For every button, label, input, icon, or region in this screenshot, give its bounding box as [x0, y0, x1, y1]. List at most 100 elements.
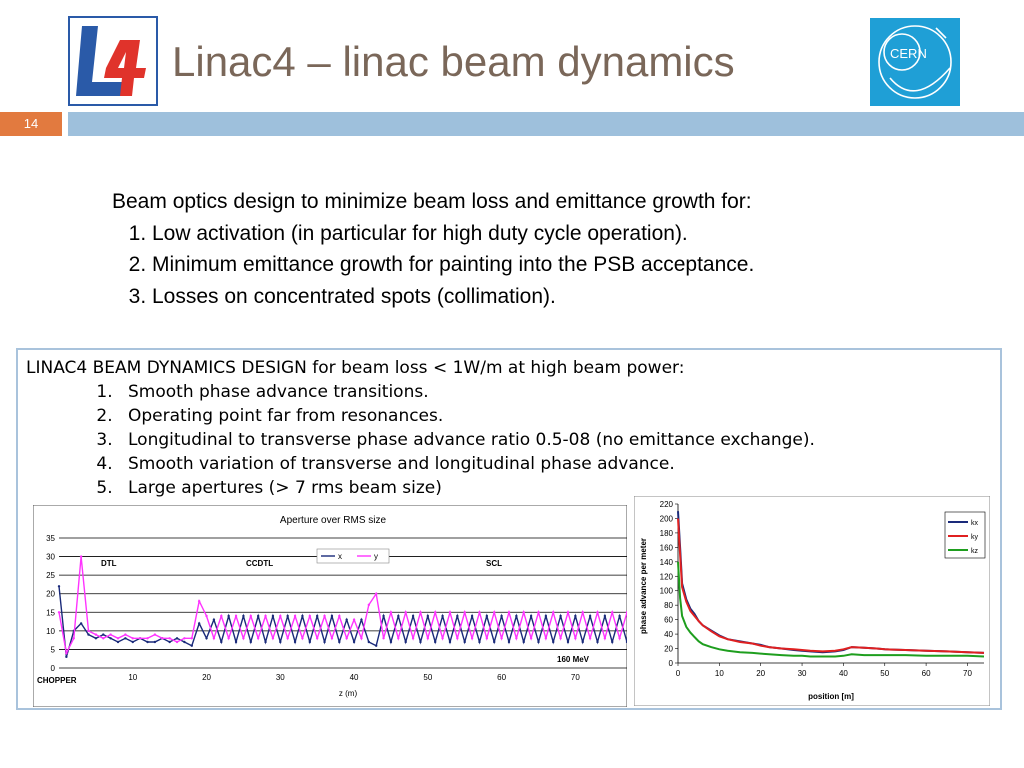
- aperture-point-y: [286, 637, 289, 640]
- aperture-point-y: [65, 651, 68, 655]
- aperture-point-y: [603, 637, 607, 640]
- aperture-point-x: [515, 614, 518, 618]
- aperture-point-x: [544, 614, 548, 618]
- chopper-annotation: CHOPPER: [37, 676, 77, 685]
- aperture-chart: Aperture over RMS size 0 5 10 15 20 25 30 35 10…: [33, 505, 627, 707]
- intro-item: Low activation (in particular for high d…: [152, 218, 932, 250]
- aperture-point-y: [212, 637, 216, 640]
- aperture-point-x: [603, 614, 607, 618]
- phase-series-ky: [677, 518, 985, 654]
- aperture-point-x: [79, 622, 83, 625]
- phase-y-tick: 220: [660, 500, 674, 509]
- design-item: Operating point far from resonances.: [118, 404, 986, 428]
- aperture-point-x: [478, 640, 481, 644]
- intro-item: Minimum emittance growth for painting in…: [152, 249, 932, 281]
- aperture-point-y: [367, 603, 371, 607]
- aperture-point-y: [404, 611, 407, 614]
- aperture-point-y: [360, 637, 363, 640]
- aperture-chart-frame: [33, 505, 627, 707]
- aperture-series-y: [58, 556, 627, 656]
- aperture-point-x: [183, 640, 186, 644]
- aperture-point-x: [352, 640, 356, 644]
- phase-chart-frame: [634, 496, 990, 706]
- aperture-point-y: [79, 555, 83, 558]
- phase-y-tick: 0: [669, 659, 674, 668]
- aperture-point-x: [271, 614, 275, 618]
- aperture-point-x: [618, 614, 621, 618]
- phase-y-tick: 60: [664, 616, 673, 625]
- aperture-point-y: [271, 637, 275, 640]
- aperture-point-x: [419, 640, 422, 644]
- aperture-point-x: [256, 614, 260, 618]
- cern-logo-text: CERN: [890, 46, 927, 61]
- aperture-point-y: [102, 637, 105, 640]
- phase-x-tick: 40: [839, 669, 848, 678]
- aperture-point-x: [559, 614, 562, 618]
- aperture-point-y: [183, 637, 186, 640]
- phase-x-tick: 10: [715, 669, 724, 678]
- aperture-point-y: [463, 611, 466, 614]
- aperture-point-x: [500, 614, 503, 618]
- aperture-point-x: [153, 640, 157, 644]
- aperture-point-x: [168, 640, 171, 644]
- aperture-point-x: [330, 614, 334, 618]
- aperture-point-y: [611, 611, 614, 614]
- aperture-y-tick: 5: [51, 645, 56, 654]
- aperture-point-y: [301, 637, 304, 640]
- aperture-point-y: [197, 599, 201, 603]
- aperture-point-y: [242, 637, 245, 640]
- aperture-point-y: [618, 637, 621, 640]
- aperture-point-x: [345, 618, 348, 621]
- aperture-point-y: [434, 611, 437, 614]
- aperture-point-x: [315, 614, 319, 618]
- aperture-point-y: [411, 637, 415, 640]
- aperture-point-x: [286, 614, 289, 618]
- aperture-point-y: [168, 637, 171, 640]
- aperture-point-x: [190, 644, 193, 647]
- aperture-point-y: [382, 637, 385, 640]
- aperture-point-x: [57, 585, 61, 588]
- aperture-point-x: [94, 637, 98, 640]
- aperture-point-x: [463, 640, 466, 644]
- aperture-point-x: [116, 640, 120, 644]
- phase-x-tick: 0: [676, 669, 681, 678]
- aperture-point-x: [397, 614, 400, 618]
- aperture-point-y: [529, 637, 533, 640]
- aperture-point-x: [249, 640, 252, 644]
- aperture-point-y: [419, 611, 422, 614]
- aperture-point-y: [625, 611, 627, 614]
- aperture-x-tick: 20: [202, 673, 211, 682]
- aperture-point-y: [57, 611, 61, 614]
- aperture-point-y: [522, 611, 525, 614]
- aperture-point-x: [65, 655, 68, 659]
- aperture-chart-title: Aperture over RMS size: [280, 515, 387, 526]
- aperture-point-x: [537, 640, 540, 644]
- phase-legend-label-ky: ky: [971, 534, 979, 541]
- section-label-dtl: DTL: [101, 559, 117, 568]
- design-item: Longitudinal to transverse phase advance…: [118, 428, 986, 452]
- aperture-point-x: [522, 640, 525, 644]
- design-item: Smooth phase advance transitions.: [118, 380, 986, 404]
- aperture-legend-label-y: y: [374, 552, 378, 561]
- page-number: 14: [0, 112, 62, 136]
- aperture-point-y: [330, 637, 334, 640]
- aperture-point-y: [426, 637, 430, 640]
- aperture-point-x: [227, 614, 230, 618]
- aperture-point-x: [360, 618, 363, 621]
- aperture-y-tick: 35: [46, 534, 55, 543]
- aperture-point-y: [72, 637, 75, 640]
- aperture-point-x: [470, 614, 474, 618]
- aperture-point-y: [470, 637, 474, 640]
- aperture-point-y: [234, 614, 238, 618]
- phase-y-tick: 120: [660, 572, 674, 581]
- aperture-point-y: [500, 637, 503, 640]
- aperture-point-x: [374, 644, 378, 647]
- aperture-point-x: [588, 614, 592, 618]
- aperture-y-tick: 30: [46, 553, 55, 562]
- aperture-point-y: [308, 614, 312, 618]
- aperture-point-x: [552, 640, 555, 644]
- aperture-point-y: [559, 637, 562, 640]
- aperture-point-y: [220, 614, 223, 618]
- aperture-x-axis-label: z (m): [339, 689, 358, 698]
- aperture-point-y: [315, 637, 319, 640]
